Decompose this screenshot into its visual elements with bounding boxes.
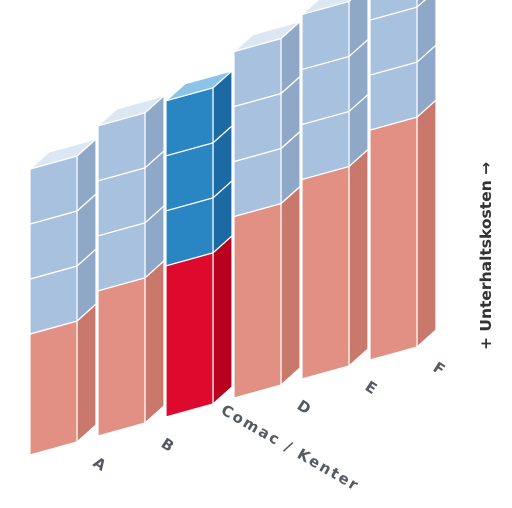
bar-3 — [233, 20, 301, 399]
bar-2-lower-front — [165, 252, 214, 418]
bar-5-lower-front — [369, 116, 418, 361]
bar-4-block-2-top — [301, 0, 352, 15]
bar-4-lower-front — [301, 165, 350, 380]
x-tick-label-5: F — [430, 358, 448, 379]
bar-1-block-2-top — [97, 95, 165, 127]
bar-5 — [369, 0, 437, 361]
x-tick-label-2: Comac / Kenter — [218, 401, 363, 495]
bar-0 — [29, 138, 97, 456]
bar-2 — [165, 70, 233, 418]
x-tick-label-0: A — [90, 453, 110, 475]
x-tick-label-4: E — [362, 377, 380, 398]
bar-2-lower-side — [212, 235, 233, 405]
bar-1-lower-front — [97, 277, 146, 437]
bar-2-block-2-top — [165, 70, 233, 102]
bar-0-lower-side — [76, 303, 97, 443]
bar-5-lower-side — [416, 99, 437, 348]
bar-3-lower-front — [233, 202, 282, 399]
bar-4-lower-side — [348, 148, 369, 367]
bar-0-block-2-top — [29, 138, 97, 170]
bars-group — [29, 0, 437, 456]
x-tick-label-1: B — [158, 434, 177, 455]
bar-5-block-2-side — [416, 0, 426, 8]
bar-5-block-2-front — [369, 0, 418, 21]
bar-1-lower-side — [144, 260, 165, 424]
bar-3-block-2-top — [233, 20, 301, 53]
bar-0-lower-front — [29, 320, 78, 456]
bar-3-lower-side — [280, 185, 301, 386]
y-axis-label: + Unterhaltskosten → — [477, 162, 495, 350]
bar-4 — [301, 0, 369, 380]
x-tick-label-3: D — [294, 396, 314, 418]
bar-1 — [97, 95, 165, 437]
